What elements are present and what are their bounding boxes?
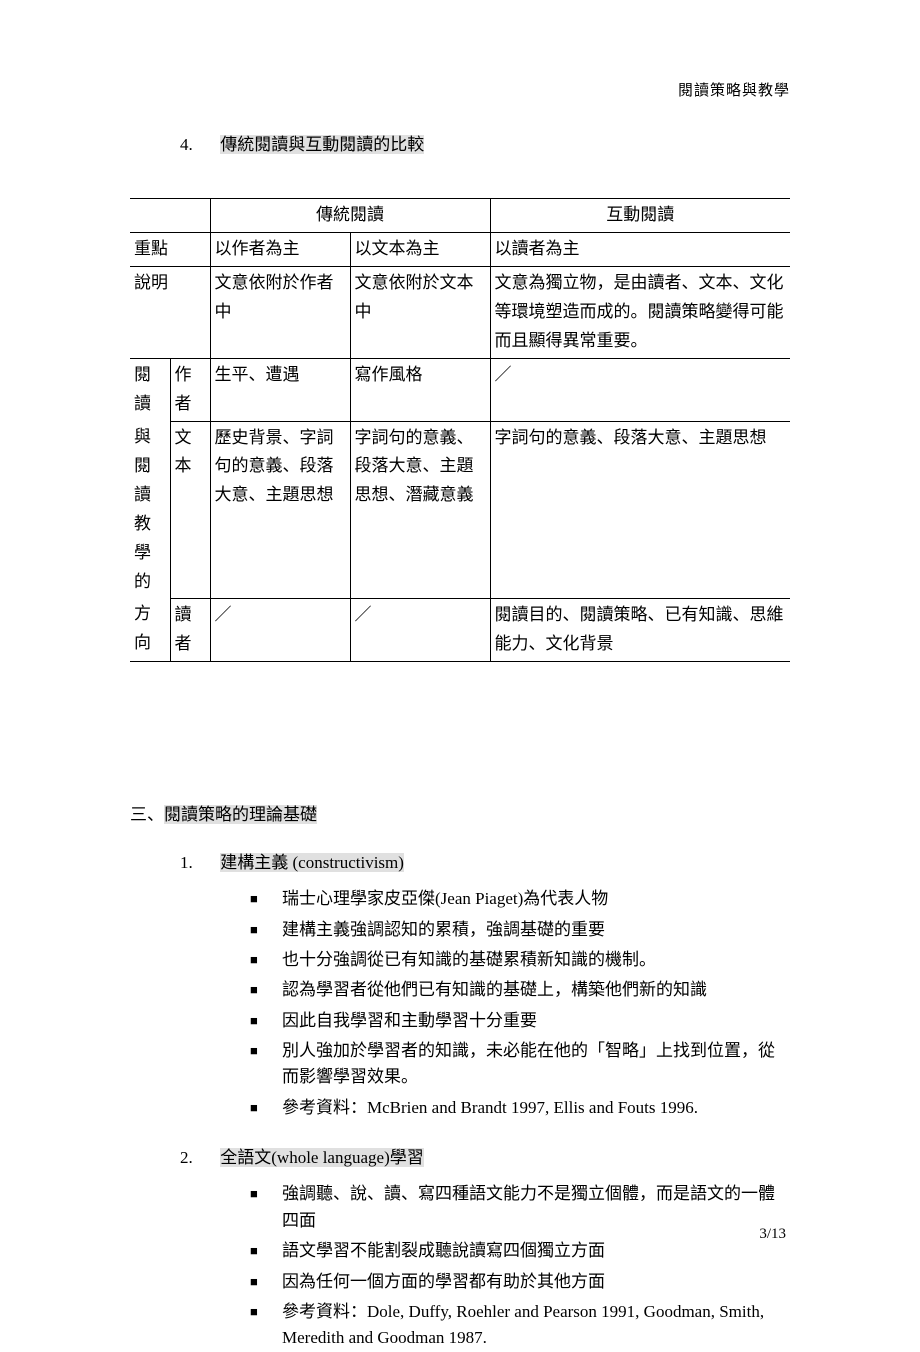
list-item: 瑞士心理學家皮亞傑(Jean Piaget)為代表人物 [250,886,790,912]
list-item: 因為任何一個方面的學習都有助於其他方面 [250,1269,790,1295]
section-3-title: 閱讀策略的理論基礎 [164,805,317,824]
list-item: 參考資料：McBrien and Brandt 1997, Ellis and … [250,1095,790,1121]
vlabel: 與閱 讀教 學的 [130,421,170,598]
cell: ／ [210,598,350,661]
cell: ／ [350,598,490,661]
sublabel-text: 文本 [170,421,210,598]
item-2-heading: 2. 全語文(whole language)學習 [180,1145,790,1171]
section-3-heading: 三、閱讀策略的理論基礎 [130,802,790,828]
cell: 文意依附於作者中 [210,267,350,359]
running-header: 閱讀策略與教學 [678,80,790,103]
cell: 字詞句的意義、段落大意、主題思想 [490,421,790,598]
table-row: 傳統閱讀 互動閱讀 [130,199,790,233]
cell: 文意為獨立物，是由讀者、文本、文化等環境塑造而成的。閱讀策略變得可能而且顯得異常… [490,267,790,359]
list-item: 參考資料：Dole, Duffy, Roehler and Pearson 19… [250,1299,790,1352]
row-label-desc: 說明 [130,267,210,359]
th-traditional: 傳統閱讀 [210,199,490,233]
page-number: 3/13 [759,1223,786,1246]
cell: 文意依附於文本中 [350,267,490,359]
list-item: 因此自我學習和主動學習十分重要 [250,1008,790,1034]
item-1-title: 建構主義 (constructivism) [220,853,404,872]
item-2-number: 2. [180,1145,216,1171]
list-item: 也十分強調從已有知識的基礎累積新知識的機制。 [250,947,790,973]
sublabel-author: 作者 [170,358,210,421]
comparison-table: 傳統閱讀 互動閱讀 重點 以作者為主 以文本為主 以讀者為主 說明 文意依附於作… [130,198,790,661]
cell: 歷史背景、字詞句的意義、段落大意、主題思想 [210,421,350,598]
cell: 以讀者為主 [490,233,790,267]
table-row: 說明 文意依附於作者中 文意依附於文本中 文意為獨立物，是由讀者、文本、文化等環… [130,267,790,359]
vlabel: 閱讀 [130,358,170,421]
cell: 字詞句的意義、段落大意、主題思想、潛藏意義 [350,421,490,598]
item-1-bullets: 瑞士心理學家皮亞傑(Jean Piaget)為代表人物 建構主義強調認知的累積，… [250,886,790,1121]
sublabel-reader: 讀者 [170,598,210,661]
table-row: 閱讀 作者 生平、遭遇 寫作風格 ／ [130,358,790,421]
section-4-title: 傳統閱讀與互動閱讀的比較 [220,135,424,154]
cell: 生平、遭遇 [210,358,350,421]
table-row: 重點 以作者為主 以文本為主 以讀者為主 [130,233,790,267]
section-4-number: 4. [180,132,216,158]
vlabel: 方向 [130,598,170,661]
list-item: 語文學習不能割裂成聽說讀寫四個獨立方面 [250,1238,790,1264]
list-item: 別人強加於學習者的知識，未必能在他的「智略」上找到位置，從而影響學習效果。 [250,1038,790,1091]
section-3-prefix: 三、 [130,805,164,824]
cell: 閱讀目的、閱讀策略、已有知識、思維能力、文化背景 [490,598,790,661]
list-item: 建構主義強調認知的累積，強調基礎的重要 [250,917,790,943]
section-4-heading: 4. 傳統閱讀與互動閱讀的比較 [180,132,790,158]
item-2-title: 全語文(whole language)學習 [220,1148,423,1167]
table-row: 方向 讀者 ／ ／ 閱讀目的、閱讀策略、已有知識、思維能力、文化背景 [130,598,790,661]
list-item: 認為學習者從他們已有知識的基礎上，構築他們新的知識 [250,977,790,1003]
item-1-heading: 1. 建構主義 (constructivism) [180,850,790,876]
cell: 以作者為主 [210,233,350,267]
item-2-bullets: 強調聽、說、讀、寫四種語文能力不是獨立個體，而是語文的一體四面 語文學習不能割裂… [250,1181,790,1351]
th-interactive: 互動閱讀 [490,199,790,233]
list-item: 強調聽、說、讀、寫四種語文能力不是獨立個體，而是語文的一體四面 [250,1181,790,1234]
row-label-focus: 重點 [130,233,210,267]
cell: ／ [490,358,790,421]
cell: 寫作風格 [350,358,490,421]
cell: 以文本為主 [350,233,490,267]
table-row: 與閱 讀教 學的 文本 歷史背景、字詞句的意義、段落大意、主題思想 字詞句的意義… [130,421,790,598]
item-1-number: 1. [180,850,216,876]
